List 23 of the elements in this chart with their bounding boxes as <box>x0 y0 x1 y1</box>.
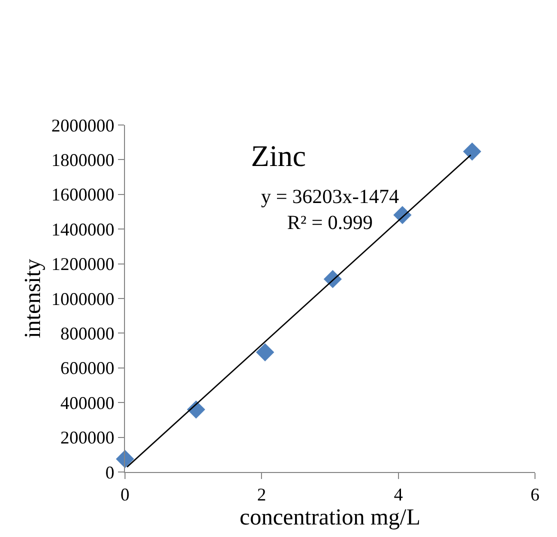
text: Zinc <box>251 140 306 173</box>
y-tick-label: 1800000 <box>51 150 114 170</box>
point <box>256 343 274 362</box>
point <box>186 400 206 419</box>
y-tick-label: 1400000 <box>51 219 114 240</box>
x-tick-label: 4 <box>394 484 403 505</box>
y-tick-label: 1200000 <box>51 254 114 274</box>
y-tick-label: 1000000 <box>51 288 114 309</box>
y-tick-label: 2000000 <box>51 115 114 136</box>
x-tick-label: 2 <box>257 484 266 505</box>
y-tick-label: 1600000 <box>51 184 114 205</box>
point <box>116 450 134 468</box>
y-tick-label: 800000 <box>60 324 114 344</box>
annotation: y = 36203x-1474 R² = 0.999 <box>261 186 399 234</box>
y-tick-label: 0 <box>105 462 114 482</box>
x-tick-label: 6 <box>530 484 540 505</box>
y-tick-label: 200000 <box>60 428 114 448</box>
y-tick-label: 600000 <box>60 358 114 378</box>
y-tick-label: 400000 <box>60 392 114 413</box>
point <box>463 142 482 161</box>
x-axis-title: concentration mg/L <box>240 504 420 530</box>
y-axis-title: intensity <box>20 258 45 338</box>
x-tick-label: 0 <box>120 484 130 505</box>
